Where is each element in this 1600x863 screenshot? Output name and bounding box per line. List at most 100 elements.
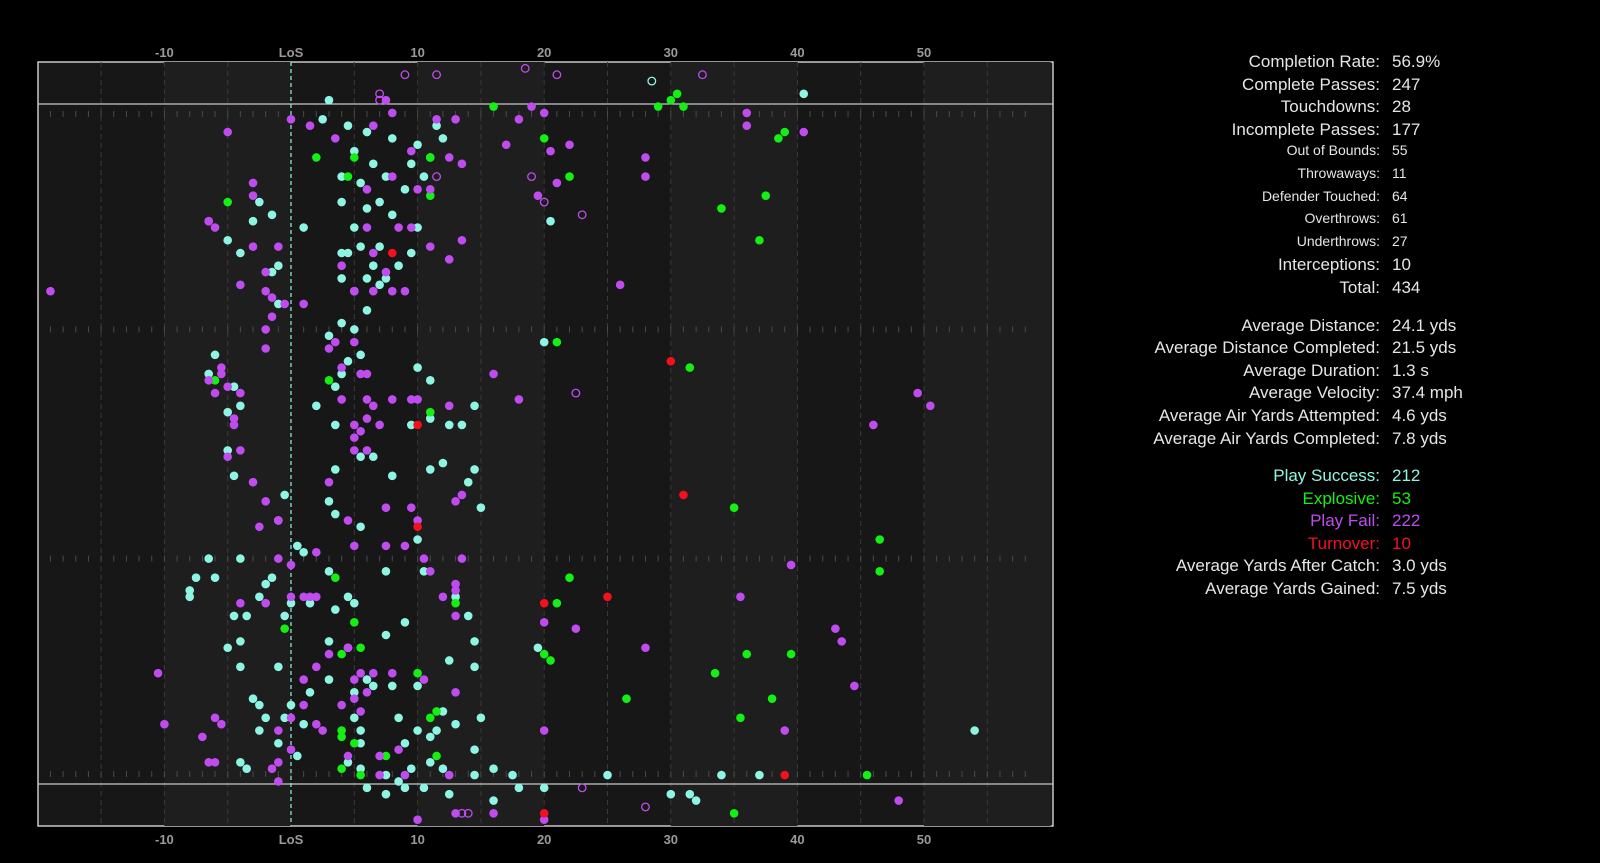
data-point-explosive bbox=[685, 363, 695, 372]
data-point-play-success bbox=[387, 681, 397, 691]
data-point-play-fail bbox=[457, 554, 467, 563]
data-point-play-success bbox=[400, 617, 410, 627]
data-point-play-fail bbox=[274, 554, 283, 563]
stat-row: Average Air Yards Completed: 7.8 yds bbox=[1080, 429, 1560, 452]
data-point-explosive bbox=[432, 707, 441, 716]
data-point-play-fail bbox=[368, 668, 378, 678]
data-point-play-success bbox=[318, 114, 327, 124]
data-point-play-success bbox=[236, 637, 245, 646]
data-point-play-fail bbox=[324, 477, 334, 487]
data-point-play-success bbox=[400, 783, 410, 793]
data-point-play-success bbox=[229, 471, 239, 481]
data-point-play-fail bbox=[261, 344, 270, 353]
data-point-play-fail bbox=[565, 140, 574, 150]
data-point-explosive bbox=[312, 153, 321, 162]
data-point-play-success bbox=[274, 738, 283, 748]
data-point-play-fail bbox=[514, 395, 524, 404]
data-point-explosive bbox=[425, 191, 435, 200]
data-point-play-success bbox=[312, 401, 321, 411]
stat-row: Incomplete Passes: 177 bbox=[1080, 120, 1560, 143]
data-point-play-success bbox=[539, 783, 549, 793]
data-point-play-fail bbox=[869, 420, 878, 430]
x-tick-label: 40 bbox=[790, 832, 804, 847]
data-point-play-success bbox=[799, 89, 809, 99]
data-point-play-success bbox=[362, 675, 372, 684]
data-point-play-success bbox=[387, 210, 397, 220]
data-point-play-success bbox=[413, 363, 422, 372]
data-point-play-fail bbox=[204, 758, 214, 767]
data-point-play-fail bbox=[160, 719, 169, 729]
stat-row: Average Duration: 1.3 s bbox=[1080, 361, 1560, 384]
data-point-play-success bbox=[476, 503, 486, 512]
data-point-play-fail bbox=[286, 592, 296, 602]
data-point-play-fail bbox=[381, 95, 391, 105]
data-point-play-fail bbox=[217, 363, 226, 372]
data-point-play-success bbox=[381, 274, 391, 283]
data-point-play-fail bbox=[362, 395, 372, 404]
data-point-play-success bbox=[356, 522, 365, 532]
data-point-explosive bbox=[337, 649, 346, 659]
data-point-play-fail bbox=[571, 388, 581, 398]
data-point-play-fail bbox=[248, 178, 258, 188]
data-point-play-success bbox=[305, 598, 315, 608]
stat-value: 53 bbox=[1392, 488, 1411, 508]
data-point-play-success bbox=[546, 216, 555, 226]
data-point-play-fail bbox=[267, 293, 277, 302]
data-point-play-fail bbox=[780, 726, 790, 735]
stat-label: Turnover: bbox=[1307, 533, 1380, 553]
data-point-play-success bbox=[324, 497, 334, 506]
data-point-play-success bbox=[666, 789, 676, 799]
data-point-play-success bbox=[438, 707, 448, 716]
data-point-play-fail bbox=[350, 337, 359, 347]
data-point-play-success bbox=[204, 369, 214, 379]
data-point-play-fail bbox=[432, 114, 441, 124]
data-point-play-fail bbox=[343, 516, 353, 525]
data-point-play-fail bbox=[571, 624, 581, 633]
stat-label: Out of Bounds: bbox=[1286, 142, 1380, 159]
data-point-play-success bbox=[413, 681, 422, 691]
data-point-play-success bbox=[185, 592, 195, 602]
data-point-play-success bbox=[533, 643, 543, 653]
data-point-play-success bbox=[343, 356, 353, 366]
data-point-play-fail bbox=[514, 114, 524, 124]
stat-row: Out of Bounds: 55 bbox=[1080, 142, 1560, 165]
stat-value: 222 bbox=[1392, 511, 1421, 531]
data-point-play-fail bbox=[451, 611, 460, 621]
data-point-play-fail bbox=[451, 579, 460, 589]
data-point-play-fail bbox=[312, 719, 321, 729]
data-point-play-fail bbox=[742, 108, 752, 118]
data-point-play-fail bbox=[400, 541, 410, 551]
x-tick-label: -10 bbox=[155, 832, 174, 847]
data-point-play-fail bbox=[274, 758, 283, 767]
data-point-play-fail bbox=[356, 668, 365, 678]
data-point-play-fail bbox=[375, 751, 384, 761]
data-point-play-success bbox=[356, 452, 365, 462]
data-point-play-success bbox=[463, 611, 473, 621]
data-point-play-fail bbox=[350, 446, 359, 455]
data-point-play-fail bbox=[539, 197, 549, 207]
data-point-play-success bbox=[413, 140, 422, 150]
data-point-explosive bbox=[451, 598, 460, 608]
x-tick-label: 30 bbox=[664, 45, 678, 60]
data-point-play-success bbox=[425, 376, 435, 385]
data-point-play-fail bbox=[419, 554, 429, 563]
data-point-play-fail bbox=[451, 688, 460, 697]
data-point-play-fail bbox=[248, 242, 258, 251]
data-point-explosive bbox=[710, 668, 720, 678]
data-point-play-success bbox=[489, 796, 498, 805]
data-point-play-success bbox=[350, 223, 359, 232]
data-point-play-success bbox=[274, 662, 283, 672]
stat-value: 55 bbox=[1392, 142, 1408, 159]
data-point-play-fail bbox=[261, 497, 270, 506]
data-point-play-fail bbox=[527, 102, 536, 111]
data-point-play-fail bbox=[217, 719, 226, 729]
data-point-play-success bbox=[476, 713, 486, 723]
data-point-play-success bbox=[381, 567, 391, 576]
data-point-play-fail bbox=[539, 726, 549, 735]
data-point-play-fail bbox=[387, 395, 397, 404]
stat-row: Average Distance: 24.1 yds bbox=[1080, 316, 1560, 339]
data-point-play-success bbox=[413, 223, 422, 232]
data-point-play-success bbox=[280, 611, 289, 621]
data-point-play-fail bbox=[381, 267, 391, 277]
data-point-explosive bbox=[622, 694, 631, 703]
